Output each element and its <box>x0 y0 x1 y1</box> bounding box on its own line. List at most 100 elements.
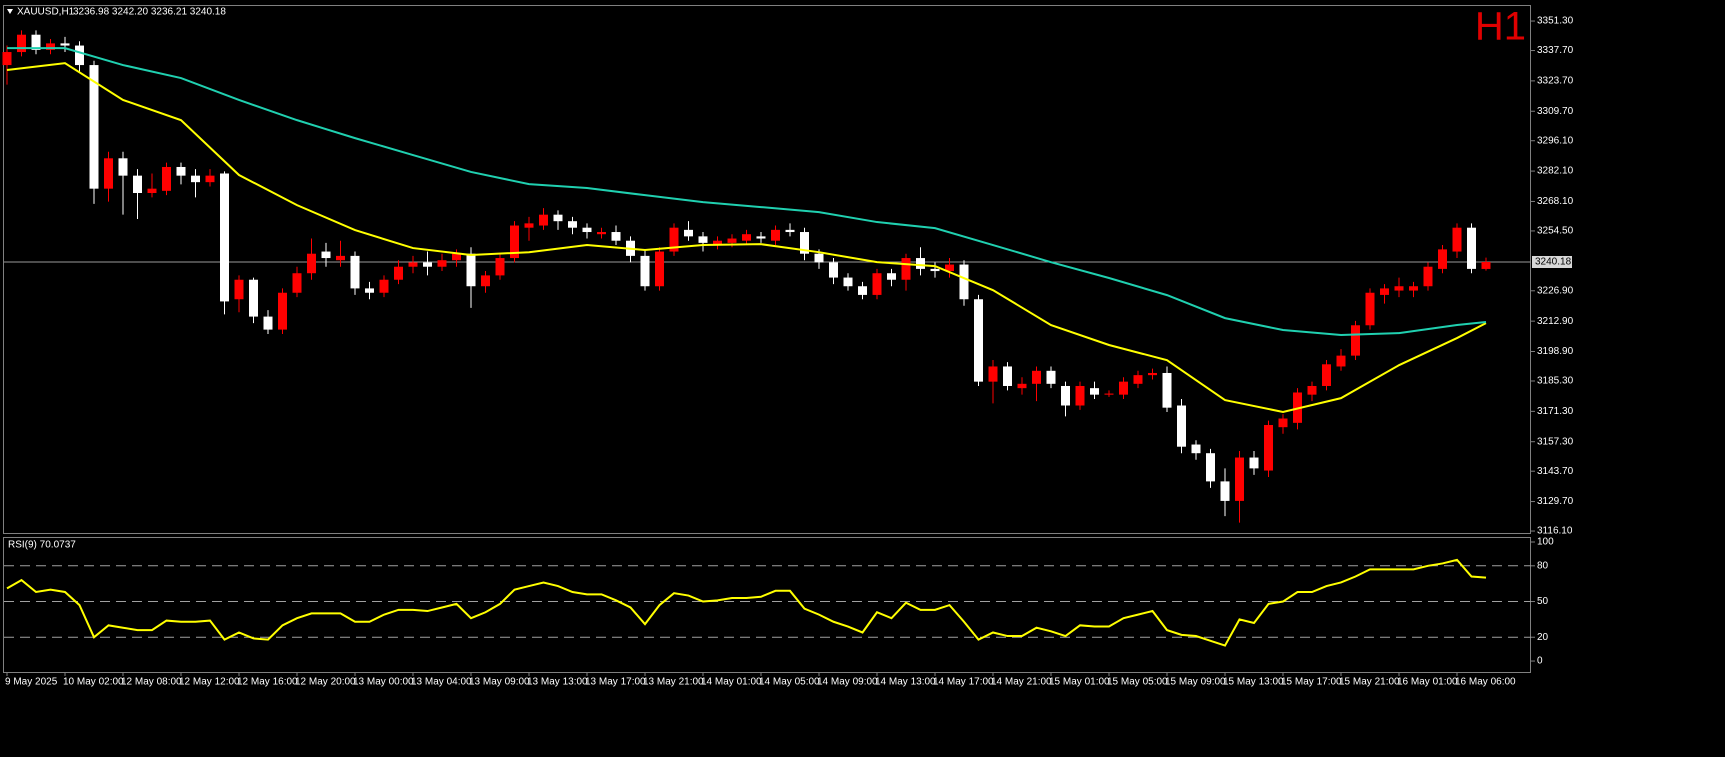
candle-body <box>872 273 882 295</box>
x-tick-label: 13 May 13:00 <box>527 677 588 688</box>
candle-body <box>945 264 954 272</box>
candle-body <box>669 227 679 252</box>
candle-body <box>800 232 809 254</box>
candle-body <box>481 275 490 287</box>
candle-body <box>582 227 592 233</box>
candle-body <box>1423 266 1433 287</box>
y-tick-label: 3296.10 <box>1537 135 1574 146</box>
moving-average <box>6 62 1487 414</box>
candle-body <box>1380 288 1389 295</box>
candle-body <box>1075 385 1085 406</box>
candle-body <box>959 264 969 300</box>
candle-body <box>930 268 940 272</box>
candle-body <box>336 255 345 261</box>
candle-body <box>1322 364 1331 386</box>
moving-average <box>7 47 1487 337</box>
y-tick-label: 20 <box>1537 632 1549 643</box>
candle-body <box>379 279 389 293</box>
y-tick-label: 3254.50 <box>1537 226 1574 237</box>
candle-body <box>901 258 911 280</box>
candle-body <box>1278 418 1288 428</box>
candle-body <box>1003 366 1012 386</box>
menu-arrow[interactable] <box>7 9 13 14</box>
x-tick-label: 9 May 2025 <box>5 677 58 688</box>
candle-body <box>162 166 171 191</box>
x-tick-label: 14 May 05:00 <box>759 677 820 688</box>
x-tick-label: 13 May 09:00 <box>469 677 530 688</box>
candle-body <box>524 223 534 228</box>
y-tick-label: 50 <box>1537 596 1549 607</box>
candle-body <box>1191 444 1201 454</box>
candle-body <box>466 253 476 287</box>
candle-body <box>278 292 287 330</box>
candle-body <box>1148 372 1157 376</box>
candle-body <box>249 279 258 317</box>
candle-body <box>423 262 432 267</box>
candle-body <box>1220 481 1230 501</box>
x-tick-label: 14 May 21:00 <box>991 677 1052 688</box>
candle-body <box>1336 355 1346 367</box>
candle-body <box>1133 375 1143 384</box>
candle-body <box>742 234 751 241</box>
candle-body <box>191 175 200 183</box>
quote: 3236.98 3242.20 3236.21 3240.18 <box>73 7 226 18</box>
candle-body <box>133 175 142 193</box>
candle-body <box>713 240 722 246</box>
candle-body <box>974 299 983 382</box>
x-tick-label: 15 May 09:00 <box>1165 677 1226 688</box>
rsi-panel-frame <box>3 537 1531 673</box>
x-tick-label: 14 May 01:00 <box>701 677 762 688</box>
candle-body <box>394 266 403 280</box>
x-tick-label: 12 May 20:00 <box>295 677 356 688</box>
candle-body <box>553 214 563 222</box>
candle-body <box>147 188 157 193</box>
candle-body <box>1235 457 1244 501</box>
y-tick-label: 3323.70 <box>1537 76 1574 87</box>
candle-body <box>176 166 186 176</box>
candle-body <box>1104 393 1114 395</box>
candle-body <box>205 175 215 183</box>
candle-body <box>263 316 273 330</box>
candle-body <box>307 253 316 274</box>
candle-body <box>1264 425 1273 471</box>
y-tick-label: 3309.70 <box>1537 106 1574 117</box>
candle-body <box>916 258 925 269</box>
y-tick-label: 3212.90 <box>1537 316 1574 327</box>
candle-body <box>1351 325 1360 356</box>
candle-body <box>1438 249 1447 269</box>
candle-body <box>829 262 838 278</box>
candle-body <box>89 65 99 189</box>
main-panel-frame <box>3 5 1531 534</box>
x-tick-label: 15 May 17:00 <box>1281 677 1342 688</box>
candle-body <box>1307 385 1317 395</box>
candle-body <box>814 253 824 263</box>
symbol-title: XAUUSD,H1 <box>17 7 75 18</box>
rsi-title: RSI(9) 70.0737 <box>8 540 76 551</box>
x-tick-label: 13 May 04:00 <box>411 677 472 688</box>
candle-body <box>1017 383 1027 389</box>
candle-body <box>611 232 621 241</box>
y-tick-label: 3351.30 <box>1537 16 1574 27</box>
candle-body <box>60 43 70 46</box>
candle-body <box>408 262 418 267</box>
candle-body <box>437 260 447 267</box>
y-tick-label: 3143.70 <box>1537 466 1574 477</box>
candle-body <box>495 258 505 276</box>
candle-body <box>843 277 853 287</box>
candle-body <box>858 286 867 295</box>
candle-body <box>771 229 780 241</box>
candle-body <box>46 43 55 50</box>
x-tick-label: 12 May 08:00 <box>121 677 182 688</box>
x-tick-label: 13 May 00:00 <box>353 677 414 688</box>
candle-body <box>220 173 229 302</box>
x-tick-label: 16 May 01:00 <box>1397 677 1458 688</box>
candle-body <box>510 225 519 259</box>
x-tick-label: 14 May 13:00 <box>875 677 936 688</box>
candle-body <box>887 273 896 280</box>
candle-body <box>17 34 26 53</box>
candle-body <box>1409 286 1418 291</box>
candle-body <box>118 158 128 176</box>
candle-body <box>452 253 461 261</box>
